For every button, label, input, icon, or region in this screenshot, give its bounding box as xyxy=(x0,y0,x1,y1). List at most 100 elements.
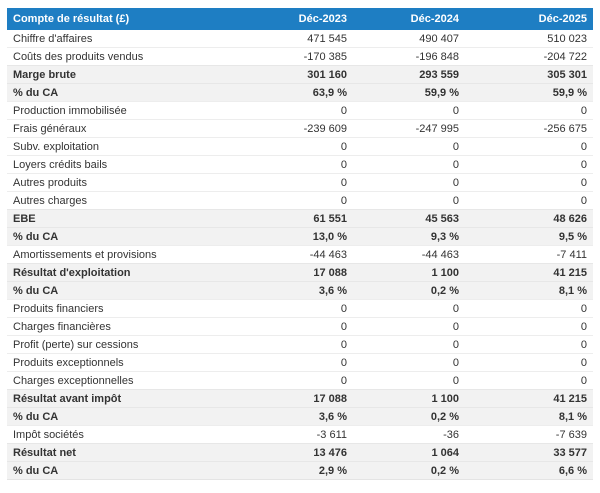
row-value-dec-2023: 13,0 % xyxy=(233,227,353,246)
row-value-dec-2023: 0 xyxy=(233,371,353,390)
row-value-dec-2025: 9,5 % xyxy=(465,227,593,246)
row-label: % du CA xyxy=(7,407,233,426)
row-label: Coûts des produits vendus xyxy=(7,47,233,66)
table-row: Résultat d'exploitation 17 088 1 100 41 … xyxy=(7,263,593,282)
table-row: Autres produits 0 0 0 xyxy=(7,173,593,192)
row-label: Produits financiers xyxy=(7,299,233,318)
table-row: Loyers crédits bails 0 0 0 xyxy=(7,155,593,174)
row-value-dec-2024: 0,2 % xyxy=(353,461,465,480)
row-value-dec-2023: 3,6 % xyxy=(233,281,353,300)
row-value-dec-2024: 0 xyxy=(353,371,465,390)
row-value-dec-2024: 0 xyxy=(353,101,465,120)
row-value-dec-2025: -204 722 xyxy=(465,47,593,66)
row-value-dec-2024: 0 xyxy=(353,191,465,210)
row-value-dec-2023: 0 xyxy=(233,173,353,192)
table-row: % du CA 3,6 % 0,2 % 8,1 % xyxy=(7,407,593,426)
row-value-dec-2023: 0 xyxy=(233,191,353,210)
row-value-dec-2025: 6,6 % xyxy=(465,461,593,480)
row-value-dec-2024: 0 xyxy=(353,317,465,336)
row-label: Loyers crédits bails xyxy=(7,155,233,174)
table-row: Chiffre d'affaires 471 545 490 407 510 0… xyxy=(7,30,593,48)
row-value-dec-2025: 0 xyxy=(465,137,593,156)
row-value-dec-2023: 0 xyxy=(233,353,353,372)
table-body: Chiffre d'affaires 471 545 490 407 510 0… xyxy=(7,30,593,480)
row-value-dec-2025: -7 639 xyxy=(465,425,593,444)
row-value-dec-2025: 0 xyxy=(465,191,593,210)
row-value-dec-2025: 41 215 xyxy=(465,263,593,282)
table-row: % du CA 3,6 % 0,2 % 8,1 % xyxy=(7,281,593,300)
row-value-dec-2023: -44 463 xyxy=(233,245,353,264)
row-value-dec-2025: 59,9 % xyxy=(465,83,593,102)
table-row: Impôt sociétés -3 611 -36 -7 639 xyxy=(7,425,593,444)
row-value-dec-2023: 17 088 xyxy=(233,389,353,408)
row-value-dec-2023: 2,9 % xyxy=(233,461,353,480)
row-label: % du CA xyxy=(7,83,233,102)
table-row: Production immobilisée 0 0 0 xyxy=(7,101,593,120)
row-value-dec-2024: 0,2 % xyxy=(353,407,465,426)
row-label: Chiffre d'affaires xyxy=(13,32,93,45)
row-label: Produits exceptionnels xyxy=(7,353,233,372)
row-value-dec-2024: -44 463 xyxy=(353,245,465,264)
row-value-dec-2024: 1 064 xyxy=(353,443,465,462)
row-value-dec-2024: 1 100 xyxy=(353,389,465,408)
row-value-dec-2025: 48 626 xyxy=(465,209,593,228)
row-value-dec-2023: 61 551 xyxy=(233,209,353,228)
header-row: Compte de résultat (£) Déc-2023 Déc-2024… xyxy=(7,8,593,30)
row-value-dec-2024: -36 xyxy=(353,425,465,444)
row-label: Amortissements et provisions xyxy=(7,245,233,264)
table-row: % du CA 63,9 % 59,9 % 59,9 % xyxy=(7,83,593,102)
row-label: Résultat net xyxy=(7,443,233,462)
row-value-dec-2024: 0 xyxy=(353,335,465,354)
header-col-dec-2024: Déc-2024 xyxy=(353,8,465,30)
row-value-dec-2024: 490 407 xyxy=(419,32,459,45)
row-value-dec-2024: 0 xyxy=(353,353,465,372)
table-row: Amortissements et provisions -44 463 -44… xyxy=(7,245,593,264)
table-row: Charges exceptionnelles 0 0 0 xyxy=(7,371,593,390)
row-value-dec-2024: 59,9 % xyxy=(353,83,465,102)
row-value-dec-2025: 0 xyxy=(465,317,593,336)
row-label: Autres produits xyxy=(7,173,233,192)
row-value-dec-2023: -239 609 xyxy=(233,119,353,138)
table-row: Profit (perte) sur cessions 0 0 0 xyxy=(7,335,593,354)
row-value-dec-2025: 510 023 xyxy=(547,32,587,45)
header-col-dec-2025: Déc-2025 xyxy=(465,8,593,30)
row-value-dec-2025: 8,1 % xyxy=(465,407,593,426)
row-value-dec-2025: 0 xyxy=(465,173,593,192)
row-value-dec-2025: 41 215 xyxy=(465,389,593,408)
row-value-dec-2023: 63,9 % xyxy=(233,83,353,102)
row-value-dec-2024: 1 100 xyxy=(353,263,465,282)
row-label: Résultat d'exploitation xyxy=(7,263,233,282)
row-label: Frais généraux xyxy=(7,119,233,138)
table-row: Autres charges 0 0 0 xyxy=(7,191,593,210)
row-value-dec-2024: -196 848 xyxy=(353,47,465,66)
row-value-dec-2025: 0 xyxy=(465,335,593,354)
table-row: Résultat avant impôt 17 088 1 100 41 215 xyxy=(7,389,593,408)
row-value-dec-2023: 0 xyxy=(233,299,353,318)
row-value-dec-2025: 0 xyxy=(465,299,593,318)
row-value-dec-2025: 0 xyxy=(465,155,593,174)
table-row: Résultat net 13 476 1 064 33 577 xyxy=(7,443,593,462)
row-value-dec-2023: 13 476 xyxy=(233,443,353,462)
table-row: EBE 61 551 45 563 48 626 xyxy=(7,209,593,228)
row-label: % du CA xyxy=(7,461,233,480)
row-label: Impôt sociétés xyxy=(7,425,233,444)
row-value-dec-2024: 0 xyxy=(353,173,465,192)
row-label: EBE xyxy=(7,209,233,228)
row-value-dec-2024: 0 xyxy=(353,137,465,156)
row-value-dec-2023: 301 160 xyxy=(233,65,353,84)
row-label: Profit (perte) sur cessions xyxy=(7,335,233,354)
row-label: Production immobilisée xyxy=(7,101,233,120)
row-value-dec-2023: 0 xyxy=(233,317,353,336)
row-label: Charges exceptionnelles xyxy=(7,371,233,390)
row-value-dec-2024: -247 995 xyxy=(353,119,465,138)
row-value-dec-2025: 305 301 xyxy=(465,65,593,84)
row-value-dec-2023: 0 xyxy=(233,137,353,156)
row-value-dec-2025: -256 675 xyxy=(465,119,593,138)
row-value-dec-2025: 0 xyxy=(465,353,593,372)
row-label: Autres charges xyxy=(7,191,233,210)
row-label: % du CA xyxy=(7,281,233,300)
row-label: % du CA xyxy=(7,227,233,246)
row-value-dec-2023: 3,6 % xyxy=(233,407,353,426)
table-row: Marge brute 301 160 293 559 305 301 xyxy=(7,65,593,84)
row-value-dec-2025: 8,1 % xyxy=(465,281,593,300)
